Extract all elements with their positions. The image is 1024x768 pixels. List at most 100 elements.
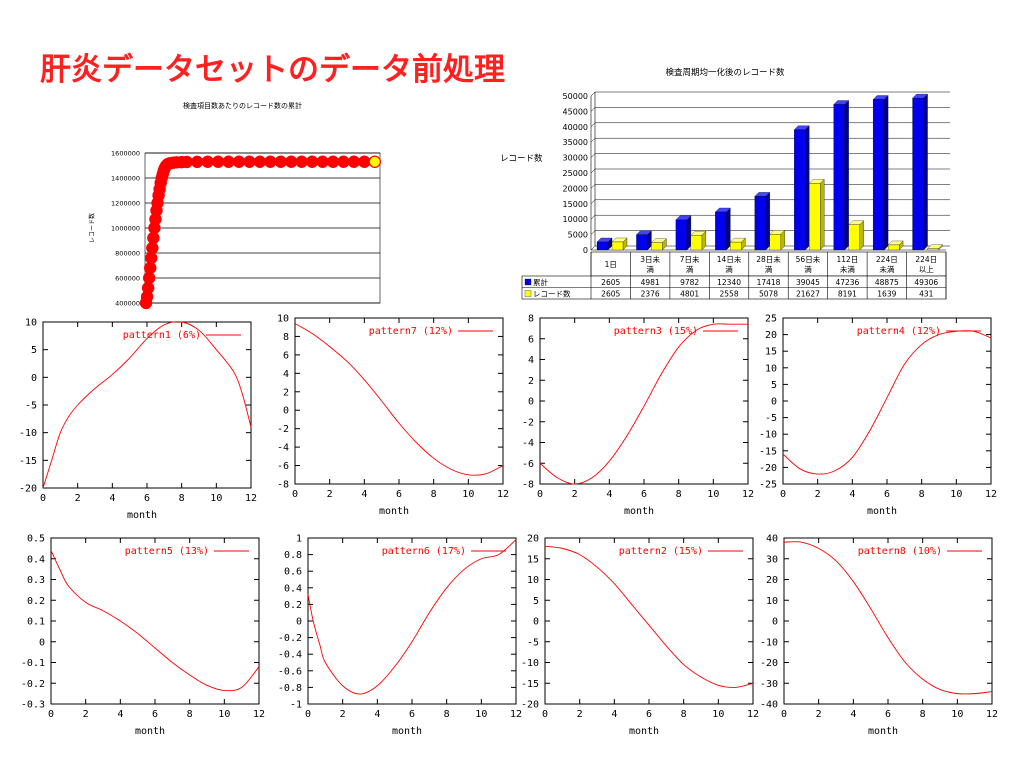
y-tick-label: 25	[765, 314, 777, 325]
y-tick-label: 50000	[563, 92, 588, 101]
table-value: 9782	[680, 278, 699, 287]
series-line	[294, 323, 504, 476]
y-tick-label: -8	[522, 480, 534, 491]
bar-cumulative	[872, 99, 885, 251]
y-tick-label: 800000	[115, 250, 140, 258]
chart-title: 検査項目数あたりのレコード数の累計	[183, 101, 302, 110]
legend-label: pattern1 (6%)	[123, 330, 201, 341]
y-tick-label: 35000	[563, 138, 588, 147]
x-tick-label: 10	[475, 709, 487, 720]
table-value: 12340	[717, 278, 741, 287]
x-tick-label: 2	[75, 493, 81, 504]
pattern6-chart: 10.80.60.40.20-0.2-0.4-0.6-0.8-10 2 4 6 8 10 1…	[278, 534, 522, 738]
y-tick-label: 10	[527, 575, 539, 586]
y-tick-label: -4	[277, 443, 289, 454]
x-tick-label: 12	[245, 493, 257, 504]
category-label-line1: 224日	[915, 255, 937, 264]
category-label-line2: 満	[725, 265, 733, 274]
table-value: 17418	[757, 278, 781, 287]
y-tick-label: 1	[296, 534, 302, 545]
y-tick-label: 8	[528, 314, 534, 325]
y-tick-label: 0	[772, 617, 778, 628]
y-tick-label: 10000	[563, 215, 588, 224]
y-tick-label: 0	[31, 373, 37, 384]
y-tick-label: -0.6	[278, 666, 302, 677]
category-label-line1: 28日未	[756, 254, 781, 264]
table-value: 2605	[601, 278, 620, 287]
series-line	[42, 321, 252, 489]
y-tick-label: 20	[765, 330, 777, 341]
y-tick-label: 5	[771, 380, 777, 391]
x-tick-label: 10	[950, 489, 962, 500]
plot-frame	[42, 321, 252, 489]
x-tick-label: 4	[611, 709, 617, 720]
category-label-line2: 満	[646, 265, 654, 274]
cumulative-records-chart: 検査項目数あたりのレコード数の累計 1600000 1400000 1200000 10…	[88, 101, 382, 310]
x-tick-label: 6	[144, 493, 150, 504]
y-tick-label: 0	[771, 397, 777, 408]
y-tick-label: 5000	[568, 231, 588, 240]
bar-cumulative	[636, 234, 648, 251]
series-line	[307, 539, 517, 695]
y-tick-label: 0.5	[27, 534, 45, 545]
category-label-line1: 224日	[876, 255, 898, 264]
bar-records	[927, 248, 939, 251]
table-value: 8191	[838, 290, 857, 299]
y-tick-label: 1000000	[111, 225, 140, 233]
plot-frame	[539, 317, 749, 485]
x-tick-label: 0	[781, 709, 787, 720]
bar-cumulative	[833, 104, 845, 251]
plot-frame	[50, 537, 260, 705]
x-tick-label: 12	[985, 489, 997, 500]
bar-records	[651, 242, 663, 251]
category-label-line2: 満	[765, 265, 773, 274]
x-tick-label: 12	[742, 489, 754, 500]
y-tick-label: -0.8	[278, 683, 302, 694]
x-tick-label: 2	[340, 709, 346, 720]
x-tick-label: 0	[292, 489, 298, 500]
y-tick-label: -15	[759, 446, 777, 457]
x-tick-label: 6	[641, 489, 647, 500]
x-axis-label: month	[868, 726, 898, 737]
y-tick-label: 45000	[563, 107, 588, 116]
y-tick-label: 10	[277, 314, 289, 325]
y-tick-label: 400000	[115, 300, 140, 308]
legend-label: pattern3 (15%)	[614, 326, 698, 337]
legend-label: レコード数	[533, 289, 571, 299]
table-value: 431	[919, 290, 934, 299]
category-label-line2: 満	[804, 265, 812, 274]
table-header-row	[590, 251, 947, 277]
legend-label: pattern4 (12%)	[857, 326, 941, 337]
x-axis-label: month	[392, 726, 422, 737]
y-tick-label: 1600000	[111, 150, 140, 158]
legend-label: pattern2 (15%)	[619, 546, 703, 557]
category-label: 1日	[605, 260, 617, 269]
bar-side	[726, 207, 731, 251]
x-axis-label: month	[379, 506, 409, 517]
y-tick-label: 0	[528, 397, 534, 408]
y-axis-label: レコード数	[88, 213, 96, 243]
y-tick-label: -0.2	[21, 679, 45, 690]
series-line	[544, 545, 754, 688]
y-tick-label: 0	[533, 617, 539, 628]
y-tick-label: -1	[290, 700, 302, 711]
y-tick-label: -8	[277, 480, 289, 491]
y-tick-label: -0.2	[278, 633, 302, 644]
pattern5-chart: 0.50.40.30.20.10-0.1-0.2-0.30 2 4 6 8 10 12mon…	[21, 534, 265, 738]
y-tick-label: 20	[527, 534, 539, 545]
bar-records	[848, 224, 860, 251]
grid-line-side	[590, 199, 596, 204]
y-tick-label: 10	[766, 596, 778, 607]
x-tick-label: 2	[815, 489, 821, 500]
x-axis-label: month	[867, 506, 897, 517]
bar-side	[859, 220, 864, 251]
x-tick-label: 2	[572, 489, 578, 500]
bar-cumulative	[715, 211, 727, 251]
x-tick-label: 0	[305, 709, 311, 720]
x-tick-label: 10	[218, 709, 230, 720]
x-tick-label: 2	[83, 709, 89, 720]
data-point-last	[368, 155, 381, 168]
